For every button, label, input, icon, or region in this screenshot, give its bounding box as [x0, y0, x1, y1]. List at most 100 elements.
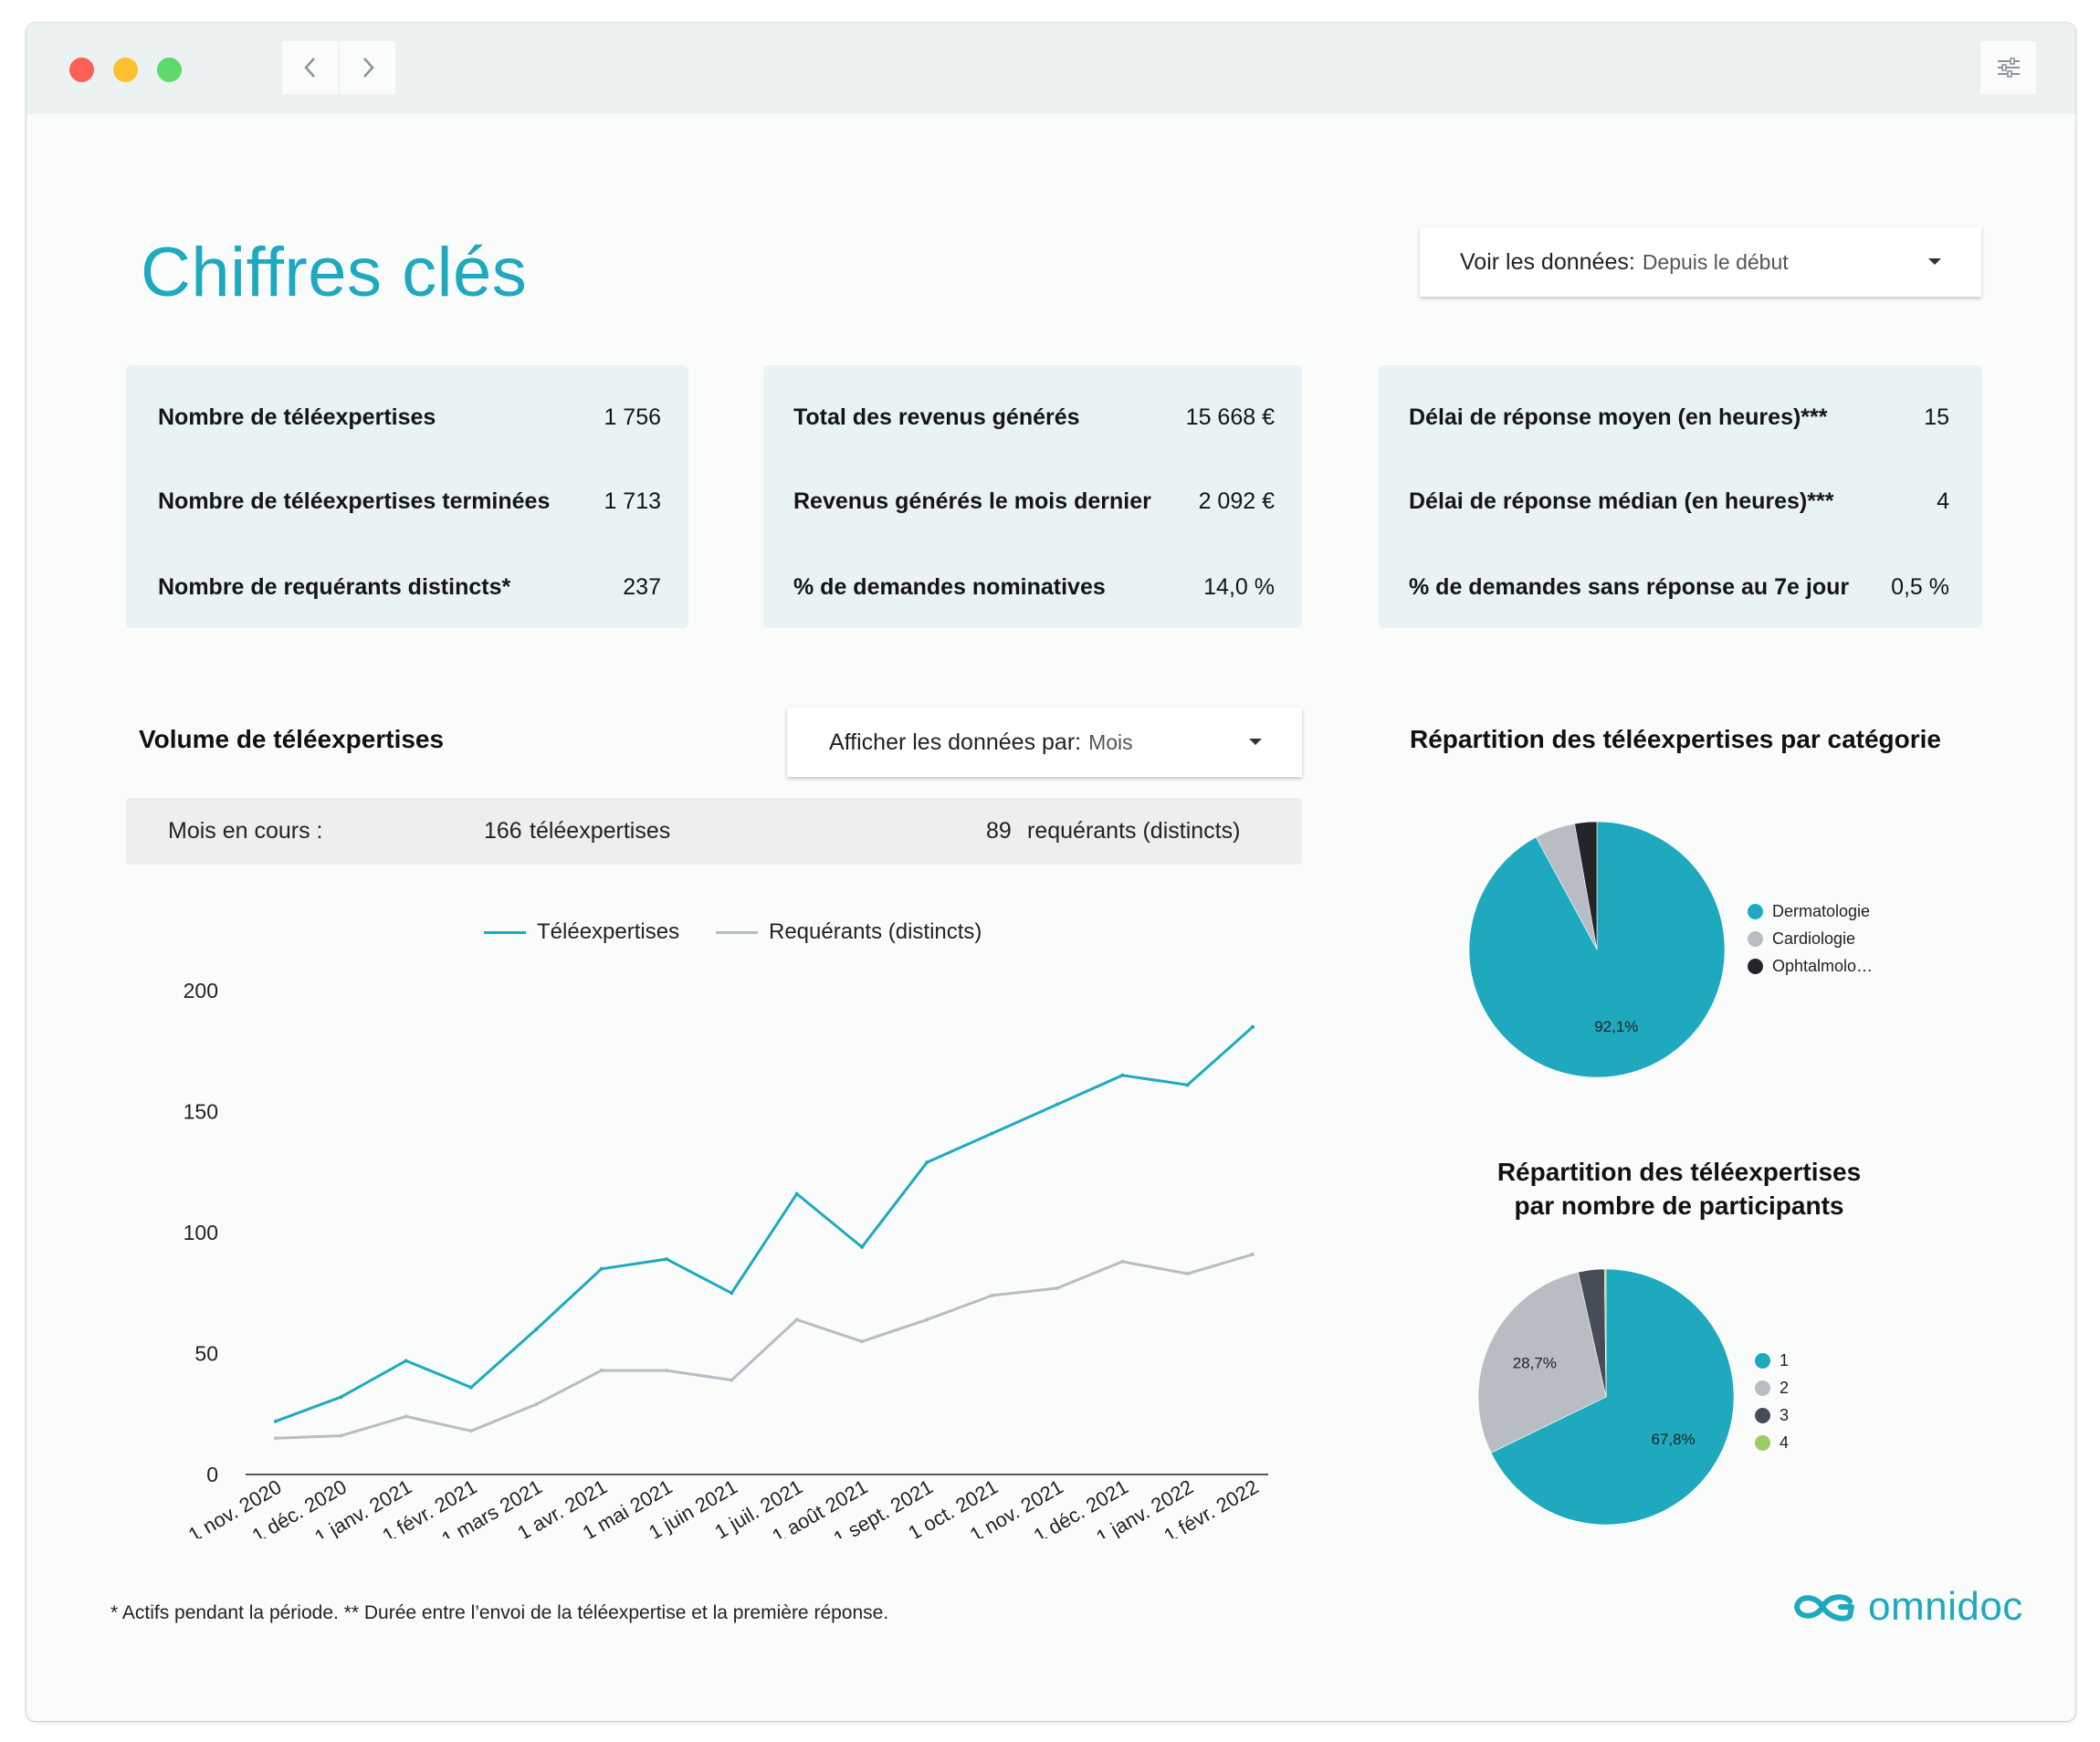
kpi-label: Nombre de téléexpertises terminées [158, 488, 551, 514]
kpi-label: Délai de réponse médian (en heures)*** [1409, 488, 1834, 514]
data-point [665, 1369, 668, 1373]
series-line-requerants [275, 1253, 1254, 1440]
chevron-left-icon [303, 58, 315, 78]
minimize-window-button[interactable] [113, 58, 138, 82]
data-point [925, 1160, 929, 1165]
kpi-label: % de demandes nominatives [793, 573, 1106, 600]
kpi-row: Total des revenus générés 15 668 € [763, 399, 1302, 436]
group-by-dropdown-label: Afficher les données par [829, 729, 1076, 755]
omnidoc-logo-icon [1793, 1594, 1854, 1621]
legend-label: 1 [1780, 1350, 1790, 1369]
legend-label: 2 [1780, 1378, 1790, 1397]
data-point [339, 1433, 343, 1438]
y-tick-label: 0 [206, 1463, 218, 1486]
legend-label: Requérants (distincts) [769, 919, 982, 944]
current-month-label: Mois en cours : [168, 818, 323, 844]
data-point [794, 1317, 799, 1322]
pie-slice [1603, 1268, 1607, 1398]
kpi-card-volume: Nombre de téléexpertises 1 756 Nombre de… [126, 365, 688, 628]
maximize-window-button[interactable] [157, 58, 182, 82]
settings-button[interactable] [1980, 41, 2036, 94]
kpi-label: % de demandes sans réponse au 7e jour [1409, 573, 1850, 600]
pie-data-label: 28,7% [1513, 1354, 1557, 1371]
data-point [404, 1359, 408, 1363]
title-bar [26, 23, 2075, 114]
group-by-dropdown-colon: : [1075, 729, 1082, 755]
kpi-row: Revenus générés le mois dernier 2 092 € [763, 483, 1302, 519]
data-point [404, 1414, 408, 1419]
y-tick-label: 200 [184, 979, 218, 1002]
kpi-card-response-time: Délai de réponse moyen (en heures)*** 15… [1379, 365, 1982, 628]
kpi-value: 237 [623, 573, 661, 600]
data-point [990, 1131, 994, 1136]
pie-slice [1574, 821, 1598, 950]
current-month-unit: téléexpertises [530, 818, 671, 844]
series-line-teleexpertises [275, 1025, 1254, 1423]
data-point [274, 1436, 278, 1441]
y-tick-label: 150 [184, 1100, 218, 1124]
data-point [794, 1191, 799, 1196]
kpi-value: 15 668 € [1185, 404, 1275, 430]
period-dropdown[interactable]: Voir les données: Depuis le début [1420, 227, 1981, 297]
participants-pie-title-line1: Répartition des téléexpertises [1496, 1158, 1862, 1186]
forward-button[interactable] [340, 41, 395, 94]
brand-name: omnidoc [1868, 1584, 2023, 1629]
pie-slice [1477, 1272, 1607, 1453]
current-month-count: 166 [484, 818, 522, 844]
kpi-label: Nombre de requérants distincts* [158, 573, 511, 600]
sliders-icon [1997, 58, 2020, 78]
legend-label: Cardiologie [1772, 929, 1856, 948]
data-point [730, 1291, 734, 1296]
legend-swatch [1748, 903, 1763, 919]
chevron-right-icon [362, 58, 374, 78]
pie-data-label: 92,1% [1594, 1018, 1638, 1035]
y-tick-label: 100 [184, 1221, 218, 1244]
kpi-row: Nombre de téléexpertises 1 756 [126, 399, 688, 436]
kpi-label: Délai de réponse moyen (en heures)*** [1409, 404, 1828, 430]
data-point [534, 1402, 539, 1407]
group-by-dropdown[interactable]: Afficher les données par: Mois [787, 708, 1302, 777]
legend-swatch [1755, 1407, 1770, 1423]
legend-item: 3 [1755, 1401, 1789, 1429]
caret-down-icon [1928, 258, 1941, 265]
data-point [1120, 1073, 1125, 1077]
legend-item: Cardiologie [1748, 925, 1873, 952]
data-point [339, 1395, 343, 1400]
category-pie-chart: 92,1% [1468, 821, 1726, 1078]
legend-swatch [1755, 1380, 1770, 1396]
legend-label: Ophtalmolo… [1772, 956, 1874, 975]
legend-item: 1 [1755, 1347, 1789, 1374]
page-title: Chiffres clés [141, 234, 528, 311]
legend-swatch [1755, 1434, 1770, 1451]
data-point [534, 1327, 539, 1331]
data-point [469, 1429, 473, 1433]
legend-swatch [1748, 930, 1763, 947]
back-button[interactable] [282, 41, 338, 94]
omnidoc-brand[interactable]: omnidoc [1791, 1584, 2023, 1630]
y-tick-label: 50 [194, 1342, 218, 1366]
current-month-bar: Mois en cours : 166 téléexpertises 89 re… [126, 798, 1302, 865]
data-point [469, 1385, 473, 1390]
data-point [665, 1257, 668, 1262]
close-window-button[interactable] [69, 58, 94, 82]
data-point [925, 1317, 929, 1322]
browser-window: Chiffres clés Voir les données: Depuis l… [26, 23, 2075, 1721]
participants-pie-chart: 67,8% 28,7% [1477, 1268, 1735, 1526]
legend-swatch [716, 930, 758, 934]
participants-pie-title: Répartition des téléexpertises par nombr… [1378, 1155, 1980, 1223]
data-point [1185, 1272, 1190, 1276]
data-point [1251, 1252, 1255, 1256]
data-point [860, 1339, 864, 1344]
group-by-dropdown-value: Mois [1088, 729, 1133, 754]
kpi-row: Nombre de téléexpertises terminées 1 713 [126, 483, 688, 519]
kpi-value: 1 713 [604, 488, 661, 514]
legend-item-teleexpertises: Téléexpertises [484, 919, 679, 945]
data-point [860, 1244, 864, 1249]
data-point [1055, 1286, 1059, 1290]
data-point [599, 1266, 604, 1271]
legend-swatch [1748, 958, 1763, 974]
data-point [990, 1293, 994, 1297]
kpi-value: 1 756 [604, 404, 661, 430]
kpi-label: Revenus générés le mois dernier [793, 488, 1151, 514]
